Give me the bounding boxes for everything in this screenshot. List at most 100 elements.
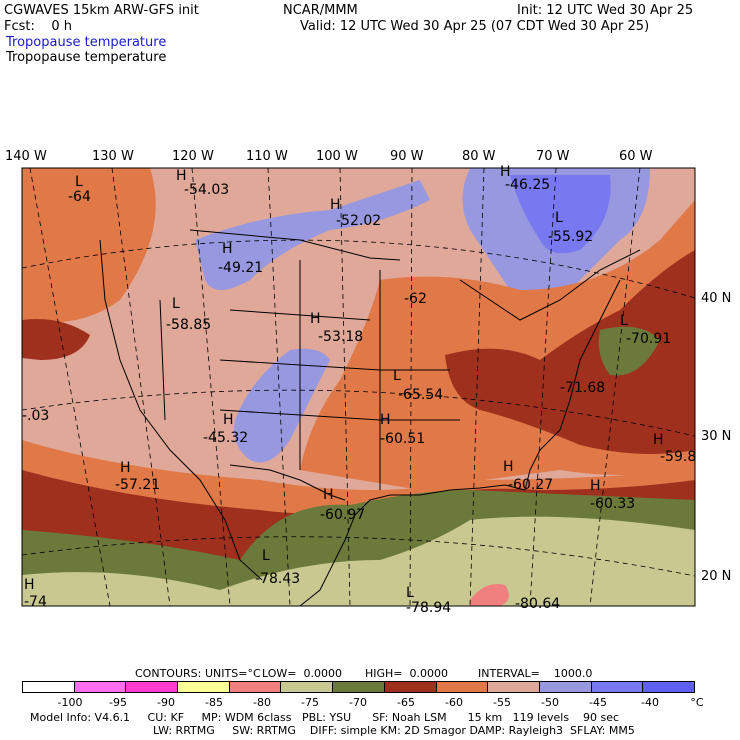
us-east-coastline [524,279,621,491]
map-label-val: -58.85 [166,317,211,333]
map-label-sym: L [75,174,83,190]
meridian-110w [267,168,291,606]
model-title: CGWAVES 15km ARW-GFS init [4,3,199,18]
meridian-90w [409,168,413,606]
map-label-val: -60.97 [320,507,365,523]
legend-swatch [643,682,694,692]
us-canada-border [189,229,401,261]
contours-label: CONTOURS: [135,667,202,680]
legend-tick: -85 [205,696,223,709]
legend-tick: -55 [493,696,511,709]
meridian-60w [589,168,641,606]
contour-labels: H -54.03 L -64 H -46.25 H -52.02 L -55.9… [22,164,696,616]
model-info-line2: LW: RRTMG SW: RRTMG DIFF: simple KM: 2D … [153,724,635,737]
state-line-south [219,409,460,421]
map-label-sym: H [24,577,35,593]
legend-unit: °C [690,696,704,709]
meridian-80w [469,168,485,606]
meridian-120w [191,168,231,606]
map-label-val: -64 [68,189,91,205]
map-label-val: -71.68 [560,380,605,396]
meridian-70w [529,168,557,606]
map-label-sym: H [222,241,233,257]
lon-label-100w: 100 W [316,149,358,164]
fill-blue-northeast-core [510,175,611,254]
valid-time: Valid: 12 UTC Wed 30 Apr 25 (07 CDT Wed … [300,19,650,34]
parallel-20n [22,536,695,577]
state-line-central [219,359,450,371]
contours-units: UNITS=°C [205,667,261,680]
map-label-sym: H [223,412,234,428]
map-label-sym: H [120,460,131,476]
map-label-val: -57.21 [115,477,160,493]
map-label-val: -49.21 [218,260,263,276]
init-time: Init: 12 UTC Wed 30 Apr 25 [517,3,694,18]
meridian-130w [111,168,171,606]
colored-field-name: Tropopause temperature [6,35,167,50]
lat-label-40n: 40 N [701,291,732,306]
lon-label-80w: 80 W [462,149,496,164]
map-label-val: -54.03 [184,182,229,198]
legend-swatch [178,682,230,692]
lon-label-60w: 60 W [619,149,653,164]
legend-tick: -45 [589,696,607,709]
lon-label-130w: 130 W [92,149,134,164]
legend-tick: -95 [109,696,127,709]
map-label-val: -52.02 [336,213,381,229]
legend-tick: -80 [253,696,271,709]
legend-tick: -40 [641,696,659,709]
lon-label-90w: 90 W [390,149,424,164]
legend-tick: -75 [301,696,319,709]
map-label-val: -53.18 [318,329,363,345]
contours-high: HIGH= 0.0000 [365,667,449,680]
map-label-val: -45.32 [203,430,248,446]
great-lakes-border [459,249,641,321]
meridian-100w [339,168,351,606]
lat-label-20n: 20 N [701,569,732,584]
fill-blue-north [195,180,430,290]
map-frame [21,167,696,607]
map-label-sym: H [653,432,664,448]
fill-darkred-west [22,319,90,360]
legend-swatch [539,682,592,692]
fill-blue-plains [234,348,330,463]
legend-swatch [23,682,75,692]
fill-northwest [22,168,156,323]
legend-tick: -70 [349,696,367,709]
lon-label-70w: 70 W [536,149,570,164]
legend-tick: -60 [445,696,463,709]
legend-swatch [126,682,179,692]
legend-swatch [229,682,282,692]
map-label-sym: L [406,585,414,601]
political-boundaries [99,229,641,606]
fill-lightolive-tropics [22,516,695,606]
map-label-val: -78.43 [255,571,300,587]
fill-olive-appalachian [598,326,660,376]
map-label-val: -.03 [22,408,49,424]
map-label-sym: H [310,311,321,327]
map-label-val: -74 [24,594,47,610]
state-line-nevada [159,299,166,421]
map-label-sym: H [176,168,187,184]
map-label-sym: H [590,478,601,494]
legend-tick: -100 [57,696,83,709]
map-label-sym: H [503,459,514,475]
legend-swatch [436,682,489,692]
map-label-sym: L [620,313,628,329]
map-label-val: -60.27 [508,477,553,493]
legend-tick: -90 [157,696,175,709]
lon-label-140w: 140 W [5,149,47,164]
fill-pink-caribbean [470,584,509,606]
contours-low: LOW= 0.0000 [262,667,342,680]
us-mexico-border [229,464,346,501]
gulf-coastline [334,484,526,561]
map-label-sym: L [555,210,563,226]
legend-swatch [384,682,437,692]
model-info-line1: Model Info: V4.6.1 CU: KF MP: WDM 6class… [30,711,620,724]
legend-swatch [281,682,334,692]
legend-swatch [488,682,540,692]
map-label-sym: H [330,197,341,213]
legend-swatch [591,682,644,692]
map-label-val: -78.94 [406,600,451,616]
